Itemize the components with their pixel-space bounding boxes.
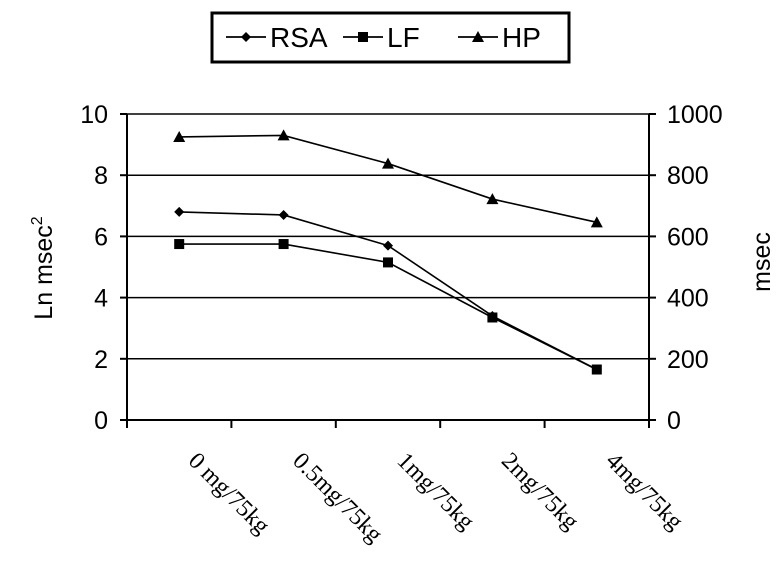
right-tick-label: 800 <box>667 162 709 190</box>
series-rsa <box>174 206 602 375</box>
x-tick-label: 0 mg/75kg <box>183 448 274 539</box>
legend-marker-hp <box>472 31 484 42</box>
y-axis-title: Ln msec2 <box>29 216 58 319</box>
series-line-hp <box>179 134 597 224</box>
legend-marker-rsa <box>241 32 251 42</box>
x-tick-label: 1mg/75kg <box>392 448 479 535</box>
x-tick-label: 4mg/75kg <box>601 448 688 535</box>
data-point-hp <box>486 193 499 205</box>
y2-axis-title: msec <box>748 232 776 292</box>
left-tick-label: 0 <box>94 407 108 435</box>
right-tick-label: 0 <box>667 407 681 435</box>
gridlines <box>127 113 649 360</box>
y-axis-title-superscript: 2 <box>29 216 46 225</box>
right-axis-ticks: 0 200 400 600 800 1000 <box>649 101 723 435</box>
data-point-hp <box>277 129 290 141</box>
data-point-lf <box>591 364 602 375</box>
data-point-lf <box>174 239 185 250</box>
left-tick-label: 4 <box>94 285 108 313</box>
right-tick-label: 400 <box>667 285 709 313</box>
left-axis-ticks: 0 2 4 6 8 10 <box>80 101 127 435</box>
legend-label: LF <box>387 22 420 53</box>
right-tick-label: 200 <box>667 346 709 374</box>
data-point-lf <box>487 312 498 323</box>
legend-item-rsa: RSA <box>226 22 328 53</box>
data-point-hp <box>590 216 603 228</box>
right-tick-label: 1000 <box>667 101 723 129</box>
legend-marker-lf <box>358 32 368 42</box>
series-layer <box>173 129 603 375</box>
legend-box <box>210 11 571 64</box>
data-point-rsa <box>278 209 289 220</box>
series-hp <box>173 129 603 228</box>
data-point-hp <box>173 130 186 142</box>
right-tick-label: 600 <box>667 223 709 251</box>
legend-label: RSA <box>270 22 328 53</box>
x-tick-label: 0.5mg/75kg <box>287 448 387 548</box>
x-tick-label: 2mg/75kg <box>496 448 583 535</box>
x-axis-ticks: 0 mg/75kg 0.5mg/75kg 1mg/75kg 2mg/75kg 4mg/7… <box>126 420 688 548</box>
legend-item-hp: HP <box>458 22 541 53</box>
left-tick-label: 10 <box>80 101 108 129</box>
left-tick-label: 6 <box>94 223 108 251</box>
left-tick-label: 2 <box>94 346 108 374</box>
legend-item-lf: LF <box>343 22 420 53</box>
data-point-lf <box>278 239 289 250</box>
data-point-rsa <box>174 206 185 217</box>
data-point-rsa <box>383 240 393 251</box>
series-lf <box>174 239 602 375</box>
left-tick-label: 8 <box>94 162 108 190</box>
data-point-lf <box>383 257 393 268</box>
series-line-rsa <box>179 211 598 371</box>
legend: RSA LF HP <box>210 11 571 64</box>
data-point-hp <box>382 157 394 169</box>
legend-label: HP <box>502 22 541 53</box>
